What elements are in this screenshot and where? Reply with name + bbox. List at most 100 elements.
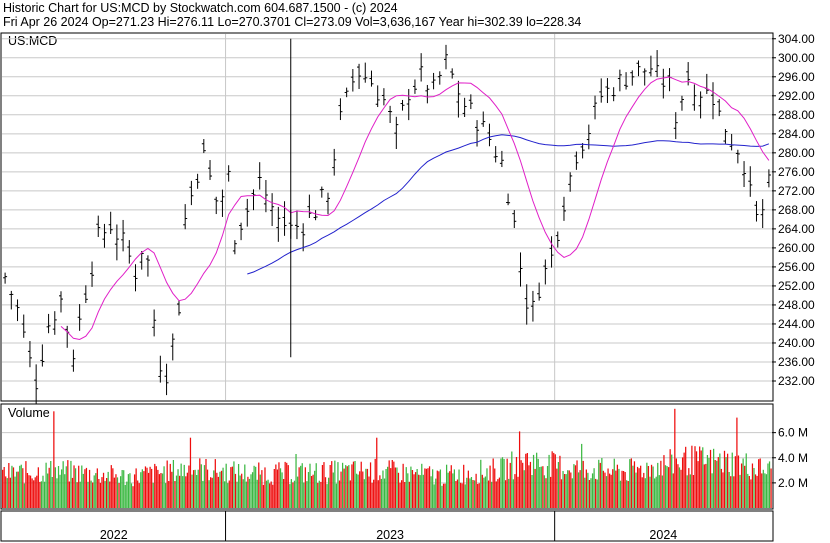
volume-bar bbox=[210, 477, 212, 508]
volume-bar bbox=[422, 474, 424, 508]
volume-bar bbox=[563, 474, 566, 508]
volume-bar bbox=[74, 468, 77, 508]
volume-bar bbox=[174, 481, 176, 508]
volume-bar bbox=[722, 472, 724, 508]
price-candle bbox=[27, 341, 32, 368]
volume-bar bbox=[514, 474, 516, 508]
price-tick-label: 292.00 bbox=[778, 89, 815, 103]
volume-bar bbox=[284, 461, 286, 508]
volume-bar bbox=[293, 480, 296, 508]
volume-bar bbox=[50, 461, 52, 508]
volume-bar bbox=[337, 462, 339, 508]
volume-bar bbox=[380, 478, 383, 508]
volume-bar bbox=[590, 478, 592, 508]
price-candle bbox=[83, 285, 88, 303]
volume-bar bbox=[475, 473, 477, 508]
volume-bar bbox=[106, 478, 108, 508]
volume-bar bbox=[256, 479, 258, 508]
volume-bar bbox=[654, 478, 656, 508]
volume-bar bbox=[525, 453, 527, 508]
volume-bar bbox=[85, 467, 88, 508]
volume-bar bbox=[377, 480, 379, 508]
volume-tick-label: 4.0 M bbox=[778, 451, 808, 465]
volume-bar bbox=[168, 481, 170, 508]
volume-bar bbox=[124, 484, 126, 508]
volume-bar bbox=[146, 467, 148, 508]
volume-bar bbox=[185, 476, 187, 508]
volume-bar bbox=[418, 474, 420, 508]
volume-bar bbox=[539, 467, 541, 508]
price-candle bbox=[468, 94, 473, 110]
volume-bar bbox=[371, 482, 373, 508]
year-label: 2023 bbox=[376, 528, 404, 542]
volume-bar bbox=[559, 455, 561, 508]
volume-bar bbox=[227, 483, 229, 508]
volume-bar bbox=[761, 473, 763, 508]
volume-bar bbox=[303, 482, 305, 508]
volume-bar bbox=[565, 474, 567, 508]
volume-bar bbox=[464, 484, 466, 508]
volume-bar bbox=[189, 437, 192, 508]
price-candle bbox=[152, 309, 157, 337]
volume-bar bbox=[644, 478, 646, 508]
volume-tick-label: 2.0 M bbox=[778, 476, 808, 490]
price-candle bbox=[183, 204, 188, 230]
volume-bar bbox=[503, 459, 505, 508]
volume-bar bbox=[275, 464, 277, 508]
volume-bar bbox=[279, 468, 282, 508]
volume-bar bbox=[171, 471, 173, 508]
price-tick-label: 284.00 bbox=[778, 127, 815, 141]
volume-bar bbox=[635, 472, 637, 508]
volume-bar bbox=[643, 472, 645, 508]
volume-bar bbox=[236, 481, 238, 508]
volume-bar bbox=[689, 474, 691, 508]
volume-bar bbox=[413, 474, 415, 508]
volume-bar bbox=[332, 472, 334, 508]
volume-bar bbox=[531, 475, 533, 508]
price-candle bbox=[543, 259, 548, 285]
volume-bar bbox=[368, 476, 370, 508]
volume-bar bbox=[48, 467, 50, 508]
volume-bar bbox=[301, 463, 303, 508]
volume-bar bbox=[113, 477, 116, 508]
volume-bar bbox=[441, 485, 443, 508]
volume-bar bbox=[425, 468, 428, 508]
volume-bar bbox=[262, 484, 265, 508]
volume-bar bbox=[9, 477, 12, 508]
volume-bar bbox=[706, 455, 709, 508]
price-candle bbox=[400, 99, 405, 111]
volume-bar bbox=[720, 468, 723, 508]
volume-bar bbox=[731, 452, 733, 508]
volume-bar bbox=[726, 453, 729, 508]
volume-bar bbox=[17, 471, 19, 508]
volume-bar bbox=[8, 463, 10, 508]
volume-bar bbox=[672, 473, 674, 508]
volume-bar bbox=[733, 476, 735, 508]
volume-bar bbox=[758, 459, 760, 508]
price-candle bbox=[294, 210, 299, 240]
volume-bar bbox=[602, 470, 605, 508]
volume-bar bbox=[427, 468, 429, 508]
volume-bars bbox=[2, 408, 772, 508]
volume-bar bbox=[478, 483, 480, 508]
volume-bar bbox=[143, 471, 145, 508]
volume-bar bbox=[272, 484, 274, 508]
volume-bar bbox=[517, 476, 519, 508]
volume-bar bbox=[242, 479, 244, 508]
volume-bar bbox=[484, 476, 487, 508]
price-candle bbox=[642, 68, 647, 86]
volume-bar bbox=[107, 471, 109, 508]
price-candle bbox=[319, 186, 324, 198]
volume-bar bbox=[680, 469, 682, 508]
volume-bar bbox=[745, 453, 747, 508]
volume-bar bbox=[495, 481, 497, 508]
price-tick-label: 304.00 bbox=[778, 32, 815, 46]
volume-bar bbox=[20, 464, 22, 508]
volume-bar bbox=[455, 481, 457, 508]
price-tick-label: 280.00 bbox=[778, 146, 815, 160]
volume-bar bbox=[560, 479, 563, 508]
volume-bar bbox=[23, 483, 25, 508]
volume-bar bbox=[379, 475, 381, 508]
volume-bar bbox=[523, 470, 525, 508]
volume-bar bbox=[695, 451, 698, 508]
